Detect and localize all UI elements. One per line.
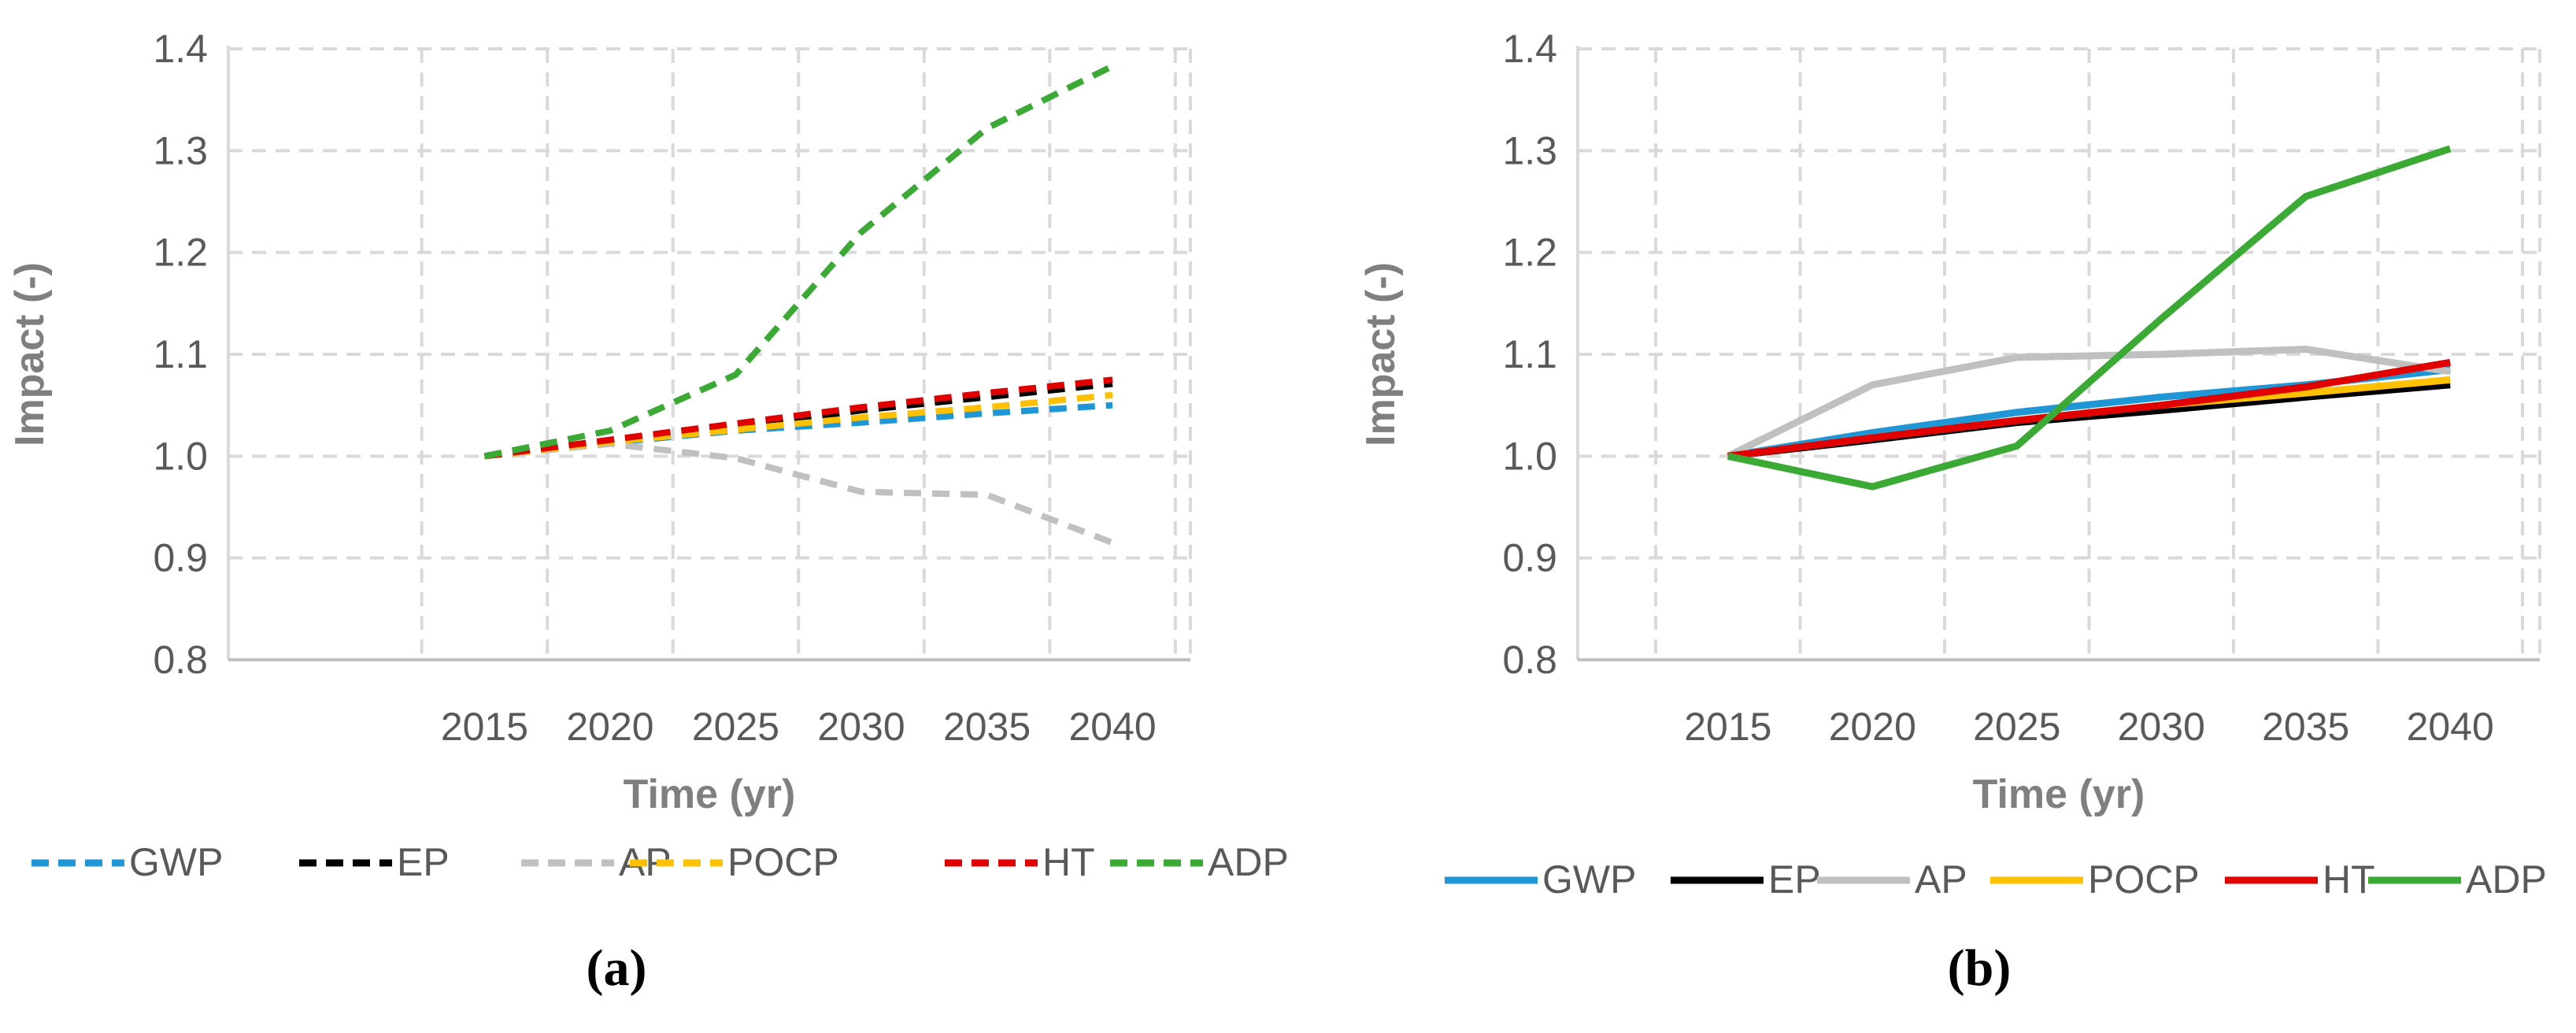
y-axis-title: Impact (-) <box>1358 262 1404 446</box>
legend-label: EP <box>1768 857 1821 902</box>
chart-panel-a: 0.8 0.9 1.0 1.1 1.2 1.3 1.4 2015 2020 2025 2030 203… <box>7 27 1289 997</box>
series-line-ap <box>484 440 1114 546</box>
legend-item-ht: HT <box>2225 857 2375 902</box>
y-tick-label: 0.8 <box>153 638 208 682</box>
legend-item-gwp: GWP <box>1445 857 1636 902</box>
legend-item-pocp: POCP <box>1990 857 2200 902</box>
series-line-ap <box>1726 346 2451 460</box>
x-tick-label: 2025 <box>1973 705 2060 749</box>
legend-item-adp: ADP <box>1110 840 1289 884</box>
y-tick-label: 1.1 <box>1502 332 1557 376</box>
y-tick-label: 0.8 <box>1502 638 1557 682</box>
legend-item-ep: EP <box>1671 857 1821 902</box>
legend-item-gwp: GWP <box>31 840 223 884</box>
legend-item-ep: EP <box>299 840 450 884</box>
series-lines <box>483 63 1114 546</box>
legend-item-ap: AP <box>521 840 672 884</box>
legend-label: EP <box>397 840 450 884</box>
x-tick-label: 2030 <box>2118 705 2205 749</box>
y-tick-label: 1.2 <box>153 231 208 275</box>
y-axis-title: Impact (-) <box>7 262 53 446</box>
legend-item-pocp: POCP <box>630 840 839 884</box>
y-tick-label: 0.9 <box>153 536 208 580</box>
x-tick-label: 2035 <box>943 705 1031 749</box>
series-line-pocp <box>483 391 1113 460</box>
x-tick-label: 2025 <box>692 705 779 749</box>
legend-label: HT <box>1042 840 1095 884</box>
legend-label: HT <box>2322 857 2375 902</box>
x-axis-title: Time (yr) <box>1973 772 2145 817</box>
series-line-ht <box>483 376 1113 460</box>
x-tick-label: 2035 <box>2262 705 2349 749</box>
y-tick-label: 1.3 <box>1502 128 1557 172</box>
gridlines <box>1578 47 2541 660</box>
legend-label: GWP <box>129 840 223 884</box>
x-tick-label: 2030 <box>817 705 905 749</box>
y-tick-label: 1.4 <box>153 27 208 71</box>
chart-panel-b: 0.8 0.9 1.0 1.1 1.2 1.3 1.4 2015 2020 2025 2030 203… <box>1358 27 2547 997</box>
gridlines <box>228 47 1192 660</box>
legend-item-ht: HT <box>945 840 1095 884</box>
legend-label: ADP <box>1208 840 1289 884</box>
series-line-ht <box>1727 358 2451 460</box>
x-tick-label: 2020 <box>1829 705 1916 749</box>
panel-label: (b) <box>1948 939 2012 997</box>
series-line-adp <box>1727 145 2452 491</box>
y-tick-label: 1.0 <box>153 434 208 478</box>
legend-label: POCP <box>2088 857 2200 902</box>
x-tick-label: 2040 <box>1068 705 1156 749</box>
y-tick-label: 1.1 <box>153 332 208 376</box>
legend-item-adp: ADP <box>2368 857 2547 902</box>
y-tick-label: 1.2 <box>1502 231 1557 275</box>
legend: GWP EP AP POCP HT ADP <box>31 840 1289 884</box>
legend-label: AP <box>1915 857 1967 902</box>
y-tick-label: 1.3 <box>153 128 208 172</box>
legend-item-ap: AP <box>1817 857 1967 902</box>
legend-label: GWP <box>1542 857 1636 902</box>
x-tick-label: 2020 <box>566 705 653 749</box>
legend-label: ADP <box>2466 857 2547 902</box>
y-tick-label: 0.9 <box>1502 536 1557 580</box>
x-tick-label: 2015 <box>1684 705 1771 749</box>
y-tick-label: 1.4 <box>1502 27 1557 71</box>
legend: GWP EP AP POCP HT ADP <box>1445 857 2547 902</box>
legend-label: POCP <box>727 840 839 884</box>
y-tick-label: 1.0 <box>1502 434 1557 478</box>
x-tick-label: 2015 <box>441 705 528 749</box>
series-lines <box>1726 145 2452 491</box>
series-line-ep <box>483 380 1113 460</box>
panel-label: (a) <box>587 939 647 997</box>
x-tick-label: 2040 <box>2407 705 2494 749</box>
x-axis-title: Time (yr) <box>624 772 796 817</box>
